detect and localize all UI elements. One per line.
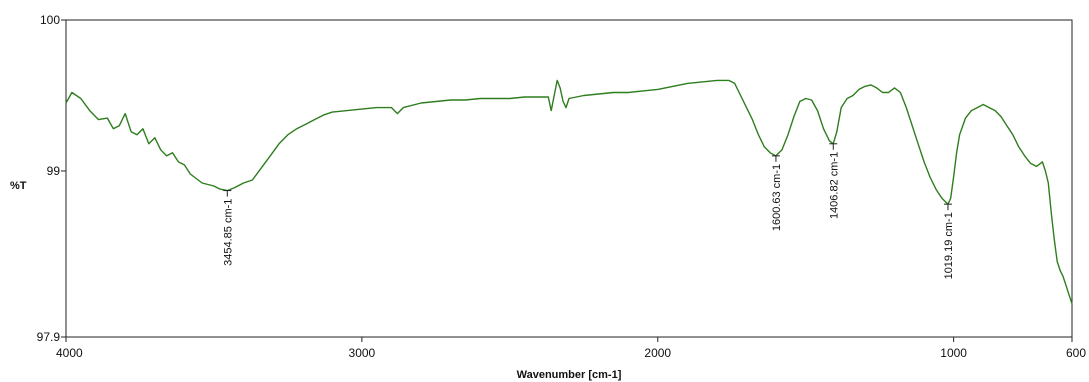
x-tick-label: 4000 bbox=[56, 346, 83, 360]
plot-area bbox=[65, 79, 1073, 305]
y-tick-label: 99 bbox=[47, 164, 61, 178]
peak-label: 1600.63 cm-1 bbox=[771, 164, 783, 231]
y-axis-title: %T bbox=[10, 180, 27, 192]
x-axis-ticks: 4000 3000 2000 1000 600 bbox=[56, 337, 1086, 360]
x-tick-label: 1000 bbox=[940, 346, 967, 360]
x-axis-title: Wavenumber [cm-1] bbox=[517, 369, 622, 381]
x-tick-label: 3000 bbox=[349, 346, 376, 360]
y-tick-label: 100 bbox=[40, 13, 60, 27]
peak-label: 3454.85 cm-1 bbox=[222, 199, 234, 266]
y-axis-ticks: 100 99 97.9 bbox=[37, 13, 66, 344]
peak-label: 1019.19 cm-1 bbox=[943, 212, 955, 279]
spectrum-line bbox=[65, 79, 1073, 305]
peak-label: 1406.82 cm-1 bbox=[828, 152, 840, 219]
plot-frame bbox=[65, 19, 1073, 338]
x-tick-label: 600 bbox=[1066, 346, 1086, 360]
x-tick-label: 2000 bbox=[644, 346, 671, 360]
y-tick-label: 97.9 bbox=[37, 330, 61, 344]
peak-annotations: 3454.85 cm-1 1600.63 cm-1 1406.82 cm-1 1019… bbox=[222, 143, 955, 279]
